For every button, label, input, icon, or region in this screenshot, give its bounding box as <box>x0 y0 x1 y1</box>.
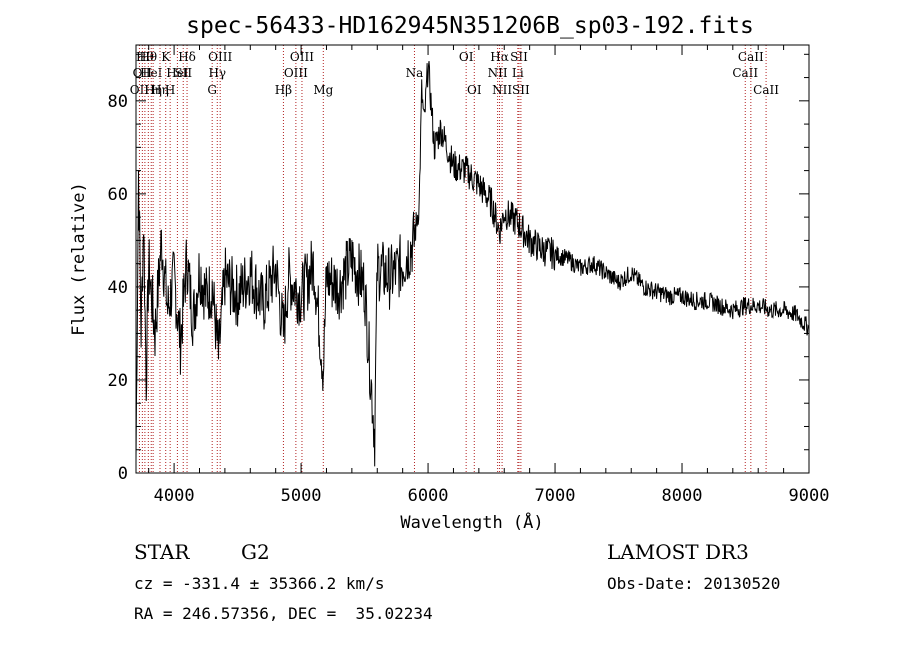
line-marker-label: OI <box>467 83 482 97</box>
spectrum-series-line <box>135 60 810 467</box>
line-marker-label: OII <box>133 66 153 80</box>
y-tick-label: 60 <box>108 185 128 205</box>
line-marker-label: Mg <box>313 83 333 97</box>
coordinates: RA = 246.57356, DEC = 35.02234 <box>134 604 433 623</box>
y-axis-label: Flux (relative) <box>69 182 89 336</box>
line-marker-label: CaII <box>732 66 758 80</box>
x-tick-label: 4000 <box>154 486 195 506</box>
line-marker-label: NII <box>488 66 508 80</box>
x-tick-label: 7000 <box>535 486 576 506</box>
line-marker-label: OI <box>459 50 474 64</box>
line-marker-label: SII <box>510 50 528 64</box>
obs-date: Obs-Date: 20130520 <box>607 574 781 593</box>
line-marker-label: OIII <box>284 66 308 80</box>
redshift-text: cz = -331.4 ± 35366.2 km/s <box>134 574 385 593</box>
line-marker-label: OIII <box>208 50 232 64</box>
line-marker-label: Na <box>406 66 424 80</box>
line-marker-label: Hη <box>151 83 169 97</box>
x-axis-label: Wavelength (Å) <box>400 511 543 533</box>
line-marker-label: NII <box>492 83 512 97</box>
y-tick-label: 80 <box>108 92 128 112</box>
line-marker-label: Hη <box>144 83 162 97</box>
y-tick-label: 40 <box>108 278 128 298</box>
line-marker-label: Li <box>512 66 524 80</box>
plot-frame <box>135 44 810 474</box>
y-tick-label: 20 <box>108 371 128 391</box>
line-marker-label: CaII <box>738 50 764 64</box>
line-marker-label: Hγ <box>208 66 226 80</box>
line-marker-label: K <box>161 50 171 64</box>
line-marker-label: HeI <box>140 66 163 80</box>
x-tick-label: 6000 <box>408 486 449 506</box>
line-marker-label: Hβ <box>275 83 292 97</box>
line-marker-label: H <box>165 83 175 97</box>
line-marker-label: Hα <box>490 50 509 64</box>
line-marker-label: G <box>207 83 217 97</box>
x-tick-label: 5000 <box>281 486 322 506</box>
object-type: STAR <box>134 540 190 564</box>
spectrum-chart: spec-56433-HD162945N351206B_sp03-192.fit… <box>69 13 830 533</box>
line-marker-label: OIII <box>290 50 314 64</box>
x-tick-label: 8000 <box>662 486 703 506</box>
survey-name: LAMOST DR3 <box>607 540 749 564</box>
line-marker-label: SII <box>512 83 530 97</box>
y-tick-label: 0 <box>118 464 128 484</box>
line-marker-label: Hδ <box>178 50 196 64</box>
line-marker-label: Hθ <box>139 50 157 64</box>
x-tick-label: 9000 <box>789 486 830 506</box>
line-marker-label: CaII <box>753 83 779 97</box>
chart-title: spec-56433-HD162945N351206B_sp03-192.fit… <box>186 13 754 39</box>
line-marker-label: Hθ <box>136 50 154 64</box>
subclass: G2 <box>241 540 270 564</box>
line-marker-label: SII <box>174 66 192 80</box>
